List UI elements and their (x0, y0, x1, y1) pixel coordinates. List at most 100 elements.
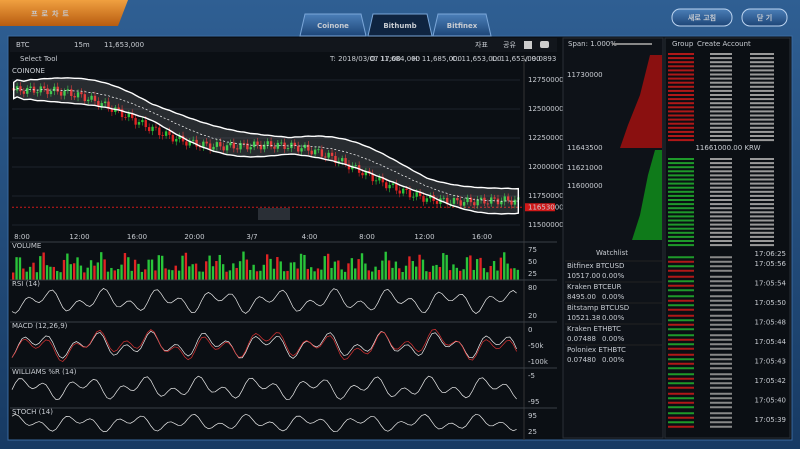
trade-row (668, 308, 694, 311)
candle-body (192, 139, 195, 141)
time-label: 12:00 (69, 233, 89, 241)
candle-body (300, 148, 303, 152)
trade-row (668, 275, 694, 278)
volume-bar (167, 269, 171, 280)
candle-body (59, 91, 63, 96)
candle-body (141, 120, 144, 123)
panel-tick: -5 (528, 372, 535, 380)
zoom-bar[interactable] (258, 208, 290, 220)
watch-name[interactable]: Bitstamp BTCUSD (567, 304, 629, 312)
trade-row (668, 265, 694, 268)
interval[interactable]: 15m (74, 41, 90, 49)
trade-amount (710, 275, 732, 278)
candle-body (266, 141, 269, 145)
tool[interactable]: 공유 (503, 41, 516, 49)
ask-row (668, 94, 694, 96)
select-tool[interactable]: Select Tool (20, 55, 57, 63)
settings[interactable] (524, 41, 532, 49)
candle-body (222, 146, 225, 151)
candle-body (354, 165, 357, 166)
time-label: 20:00 (184, 233, 204, 241)
tab-label[interactable]: Bithumb (383, 22, 416, 30)
tab[interactable] (367, 13, 433, 37)
ask-row (668, 69, 694, 72)
volume-bar (428, 271, 431, 280)
volume-bar (299, 253, 303, 280)
candle-body (462, 202, 466, 206)
candle-body (310, 150, 313, 155)
volume-bar (235, 267, 238, 280)
watch-name[interactable]: Kraken ETHBTC (567, 325, 621, 333)
ask-amount (710, 53, 732, 55)
volume-bar (242, 251, 245, 280)
candle-body (422, 196, 425, 202)
group-label: Group (672, 40, 694, 48)
candle-body (188, 140, 191, 146)
trade-amount (710, 358, 732, 361)
watch-name[interactable]: Kraken BTCEUR (567, 283, 622, 291)
bid-row (668, 219, 694, 222)
volume-bar (323, 256, 326, 280)
trade-time: 17:05:44 (755, 338, 787, 346)
tab[interactable] (299, 13, 367, 37)
candle-body (117, 107, 120, 110)
span-slider[interactable] (612, 43, 652, 45)
volume-bar (370, 271, 374, 280)
trade-row (668, 412, 694, 415)
volume-bar (181, 255, 184, 280)
tab[interactable] (432, 13, 492, 37)
volume-bar (39, 256, 42, 280)
volume-bar (384, 251, 387, 280)
volume-bar (89, 260, 93, 280)
tab-label[interactable]: Bitfinex (447, 22, 478, 30)
bid-row (668, 231, 694, 234)
watch-change: 0.00% (602, 335, 625, 343)
app-title: 프로차트 (31, 9, 73, 18)
candle-body (239, 143, 242, 150)
time-label: 4:00 (302, 233, 318, 241)
candle-body (513, 199, 517, 205)
depth-axis: 11600000 (567, 182, 603, 190)
candle-body (452, 197, 456, 204)
trade-time: 17:05:43 (755, 358, 786, 366)
button[interactable] (741, 8, 788, 27)
button[interactable] (671, 8, 733, 27)
candle-body (19, 86, 22, 92)
candle-body (405, 188, 408, 191)
candle-body (66, 89, 70, 91)
trade-row (668, 373, 694, 376)
candle-body (22, 91, 26, 94)
watch-name[interactable]: Bitfinex BTCUSD (567, 262, 624, 270)
symbol[interactable]: BTC (16, 41, 30, 49)
candle-body (320, 149, 324, 157)
ask-row (668, 61, 694, 64)
trade-amount (710, 425, 732, 428)
volume-bar (411, 261, 414, 280)
bollinger-band (12, 77, 520, 215)
depth-axis: 11643500 (567, 144, 603, 152)
trade-row (668, 392, 694, 395)
volume-bar (431, 265, 435, 280)
volume-bar (76, 257, 79, 280)
candle-body (408, 190, 412, 198)
trade-amount (710, 334, 732, 337)
candle-body (442, 197, 445, 199)
trade-amount (710, 328, 732, 331)
volume-bar (96, 262, 100, 280)
candle-body (42, 86, 46, 89)
button-label[interactable]: 닫 기 (757, 13, 772, 22)
button-label[interactable]: 새로 고침 (688, 13, 716, 22)
candle-body (344, 158, 347, 165)
chat[interactable] (540, 41, 549, 48)
watch-name[interactable]: Poloniex ETHBTC (567, 346, 626, 354)
candle-body (449, 203, 452, 205)
trade-amount (710, 397, 732, 400)
bid-row (668, 162, 694, 165)
volume-bar (194, 263, 198, 280)
panel-tick: 50 (528, 258, 537, 266)
tab-label[interactable]: Coinone (317, 22, 349, 30)
candle-body (493, 197, 496, 199)
candle-body (249, 147, 252, 150)
bid-total (750, 174, 774, 177)
tool[interactable]: 자표 (475, 40, 488, 49)
